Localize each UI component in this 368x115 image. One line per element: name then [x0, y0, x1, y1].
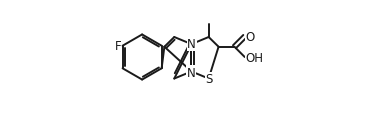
Text: F: F: [114, 40, 121, 53]
Text: N: N: [187, 66, 196, 79]
Text: N: N: [187, 38, 196, 50]
Text: O: O: [245, 31, 255, 44]
Text: S: S: [205, 73, 213, 86]
Text: OH: OH: [245, 51, 263, 64]
